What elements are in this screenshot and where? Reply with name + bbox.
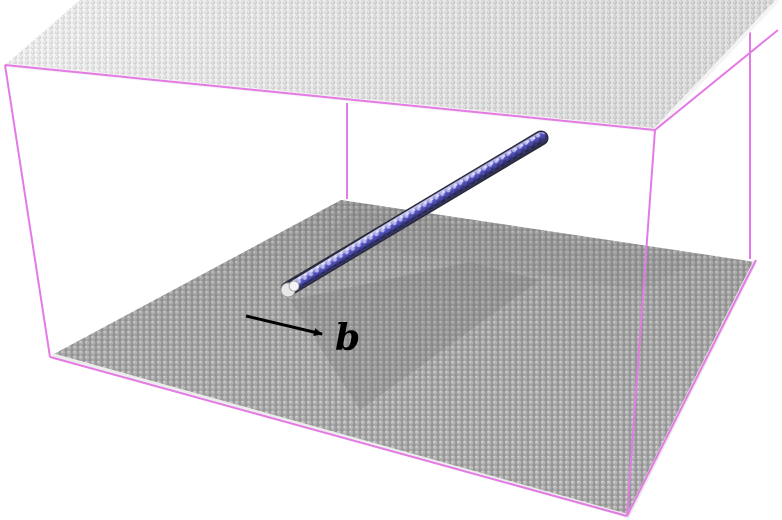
right-arrow-icon [245,314,323,337]
dislocation-shadow [290,262,540,410]
bottom-atomic-plane [51,200,757,519]
box-back-edges [346,32,751,259]
burgers-vector: b [245,314,360,359]
box-front-edges [4,29,779,517]
burgers-vector-label: b [335,317,360,359]
top-atomic-plane [4,0,780,133]
dislocation-line [280,130,549,298]
